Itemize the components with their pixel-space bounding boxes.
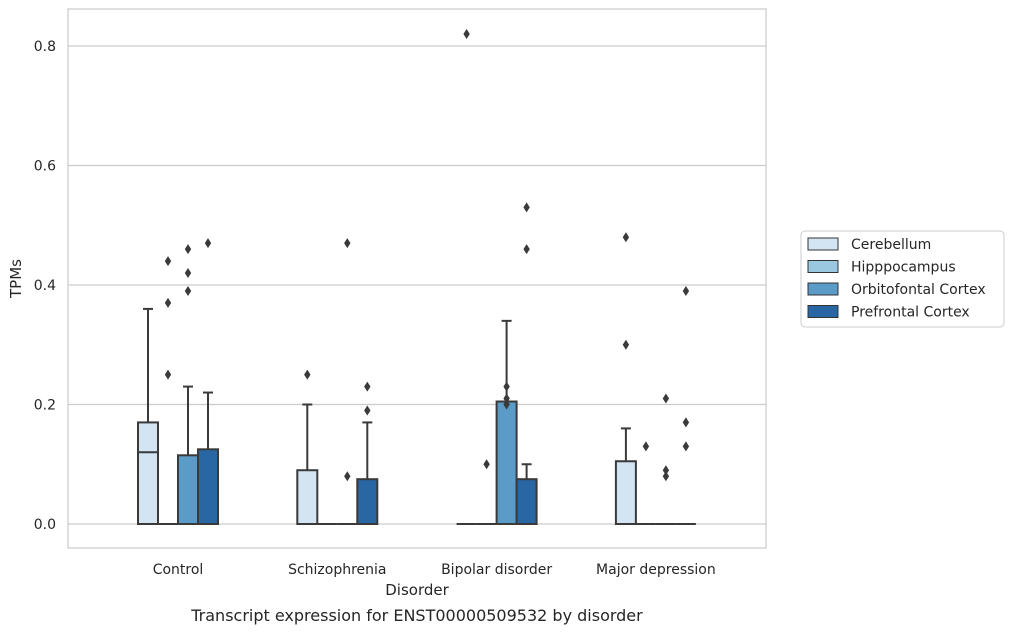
x-tick-label: Bipolar disorder (441, 562, 552, 578)
outlier-point (682, 285, 690, 296)
outlier-point (682, 441, 690, 452)
outlier-point (164, 369, 172, 380)
outlier-point (642, 441, 650, 452)
legend-swatch (807, 260, 839, 273)
y-axis-label: TPMs (7, 259, 25, 299)
box (515, 478, 538, 525)
x-axis-label: Disorder (385, 581, 449, 599)
x-axis-ticks: Control Schizophrenia Bipolar disorder Majo… (153, 562, 716, 578)
outlier-point (622, 232, 630, 243)
legend-label: Cerebellum (851, 237, 931, 253)
x-tick-label: Schizophrenia (288, 562, 386, 578)
box-group (158, 256, 178, 525)
outlier-point (523, 244, 530, 255)
outlier-point (503, 381, 510, 392)
outlier-point (164, 256, 172, 267)
x-tick-label: Control (153, 562, 204, 578)
outlier-point (364, 405, 371, 416)
legend-label: Hipppocampus (851, 260, 956, 276)
outlier-point (463, 29, 470, 40)
box-group (495, 319, 518, 526)
y-tick-label: 0.2 (34, 398, 56, 414)
outlier-point (483, 459, 490, 470)
box (495, 400, 518, 526)
outlier-point (364, 381, 371, 392)
box-group (655, 393, 676, 525)
box (614, 460, 637, 526)
outlier-point (503, 393, 510, 404)
figure-caption: Transcript expression for ENST0000050953… (191, 606, 643, 625)
box-group (675, 285, 696, 525)
box-group (356, 381, 379, 525)
box (197, 448, 219, 525)
y-tick-label: 0.4 (34, 278, 56, 294)
boxes (137, 29, 696, 526)
legend-label: Orbitofontal Cortex (851, 282, 986, 298)
grid-lines (68, 45, 766, 525)
outlier-point (662, 393, 670, 404)
outlier-point (662, 471, 670, 482)
box-group (635, 441, 656, 525)
outlier-point (184, 285, 192, 296)
box (137, 421, 159, 525)
outlier-point (304, 369, 311, 380)
y-tick-label: 0.8 (34, 39, 56, 55)
outlier-point (164, 297, 172, 308)
outlier-point (344, 471, 351, 482)
box (296, 469, 319, 526)
box (356, 478, 379, 525)
outlier-point (682, 417, 690, 428)
box-group (456, 29, 477, 525)
box (177, 454, 199, 526)
outlier-point (503, 399, 510, 410)
outlier-point (204, 238, 212, 249)
box-group (177, 244, 199, 526)
x-tick-label: Major depression (596, 562, 716, 578)
outlier-point (622, 339, 630, 350)
y-tick-label: 0.0 (34, 517, 56, 533)
box-group (296, 369, 319, 526)
outlier-point (523, 202, 530, 213)
box-group (137, 307, 159, 525)
legend: Cerebellum Hipppocampus Orbitofontal Corte… (800, 230, 1005, 328)
outlier-point (344, 238, 351, 249)
box-group (197, 238, 219, 525)
box-group (614, 232, 637, 526)
y-tick-label: 0.6 (34, 159, 56, 175)
legend-swatch (807, 282, 839, 296)
box-group (476, 459, 497, 525)
plot-area-frame (67, 8, 767, 549)
box-group (337, 238, 358, 525)
y-axis-ticks: 0.0 0.2 0.4 0.6 0.8 (34, 39, 56, 533)
box-group (515, 202, 538, 525)
legend-swatch (807, 237, 839, 251)
outlier-point (184, 268, 192, 279)
legend-frame (800, 230, 1005, 328)
legend-swatch (807, 305, 839, 318)
outlier-point (184, 244, 192, 255)
legend-label: Prefrontal Cortex (851, 305, 970, 321)
outlier-point (662, 465, 670, 476)
